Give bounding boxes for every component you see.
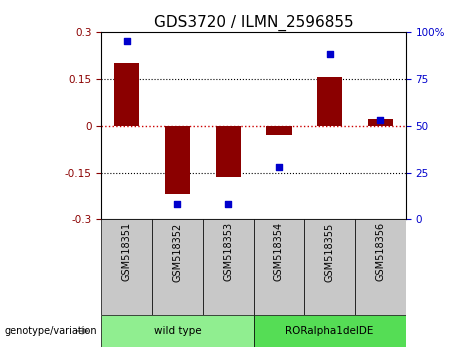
- Bar: [266, 126, 291, 135]
- Text: GSM518353: GSM518353: [223, 222, 233, 281]
- Bar: [304, 219, 355, 315]
- Bar: [355, 219, 406, 315]
- Text: RORalpha1delDE: RORalpha1delDE: [285, 326, 374, 336]
- Bar: [101, 219, 152, 315]
- Bar: [216, 126, 241, 177]
- Text: wild type: wild type: [154, 326, 201, 336]
- Point: [326, 52, 333, 57]
- Point: [225, 202, 232, 207]
- Bar: [114, 63, 140, 126]
- Bar: [203, 219, 254, 315]
- Point: [275, 164, 283, 170]
- Bar: [152, 219, 203, 315]
- Bar: [165, 126, 190, 194]
- Text: GSM518351: GSM518351: [122, 222, 132, 281]
- Bar: [317, 77, 342, 126]
- Bar: [101, 315, 254, 347]
- Title: GDS3720 / ILMN_2596855: GDS3720 / ILMN_2596855: [154, 14, 354, 30]
- Bar: [254, 315, 406, 347]
- Text: GSM518354: GSM518354: [274, 222, 284, 281]
- Point: [123, 38, 130, 44]
- Text: GSM518355: GSM518355: [325, 222, 335, 281]
- Bar: [368, 119, 393, 126]
- Text: GSM518352: GSM518352: [172, 222, 183, 281]
- Text: genotype/variation: genotype/variation: [5, 326, 97, 336]
- Point: [174, 202, 181, 207]
- Bar: [254, 219, 304, 315]
- Point: [377, 117, 384, 123]
- Text: GSM518356: GSM518356: [375, 222, 385, 281]
